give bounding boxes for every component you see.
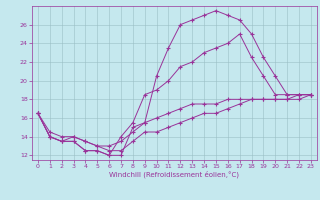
X-axis label: Windchill (Refroidissement éolien,°C): Windchill (Refroidissement éolien,°C) [109,171,239,178]
